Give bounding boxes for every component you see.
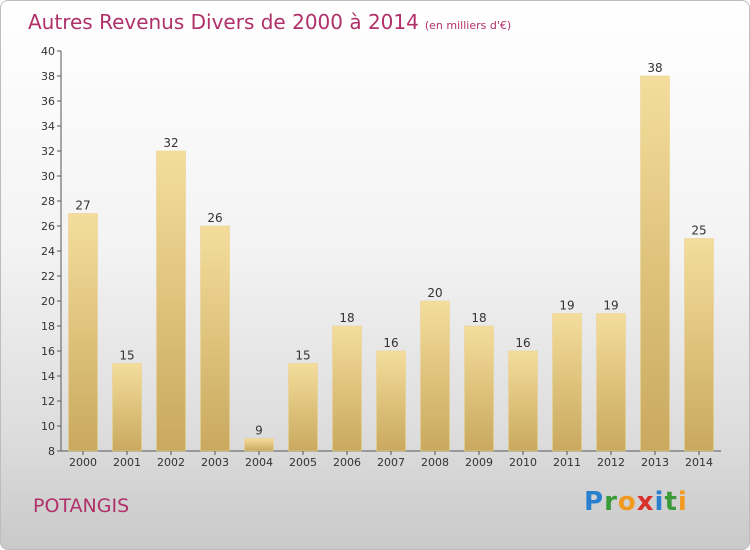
chart-unit: (en milliers d'€) [424, 19, 512, 32]
y-tick-label: 10 [41, 420, 55, 433]
logo-letter: o [617, 487, 637, 517]
x-tick-label: 2012 [597, 456, 625, 469]
commune-name: POTANGIS [33, 495, 130, 517]
y-tick-label: 14 [41, 370, 55, 383]
bar [464, 325, 494, 452]
bar-value-label: 19 [559, 299, 574, 313]
y-tick-label: 38 [41, 70, 55, 83]
bar [112, 363, 142, 452]
y-tick-label: 22 [41, 270, 55, 283]
bar [552, 313, 582, 452]
bar-value-label: 20 [427, 286, 442, 300]
y-tick-label: 8 [48, 445, 55, 458]
bar-value-label: 25 [691, 224, 706, 238]
bar [332, 325, 362, 452]
bar-value-label: 15 [295, 349, 310, 363]
logo-letter: t [664, 487, 678, 517]
bar-value-label: 27 [75, 199, 90, 213]
x-tick-label: 2002 [157, 456, 185, 469]
x-tick-label: 2014 [685, 456, 713, 469]
x-tick-label: 2006 [333, 456, 361, 469]
bar-value-label: 18 [471, 311, 486, 325]
x-tick-label: 2009 [465, 456, 493, 469]
logo-letter: i [654, 487, 665, 517]
x-tick-label: 2010 [509, 456, 537, 469]
bar [68, 213, 98, 452]
logo-letter: P [584, 487, 605, 517]
logo-letter: i [677, 487, 688, 517]
y-tick-label: 16 [41, 345, 55, 358]
bar-value-label: 15 [119, 349, 134, 363]
bar-value-label: 9 [255, 424, 263, 438]
y-tick-label: 12 [41, 395, 55, 408]
x-tick-label: 2013 [641, 456, 669, 469]
bar-value-label: 18 [339, 311, 354, 325]
y-tick-label: 24 [41, 245, 55, 258]
y-tick-label: 30 [41, 170, 55, 183]
x-tick-label: 2004 [245, 456, 273, 469]
x-tick-label: 2005 [289, 456, 317, 469]
x-tick-label: 2000 [69, 456, 97, 469]
bar [156, 150, 186, 452]
bar [288, 363, 318, 452]
bar-value-label: 16 [515, 336, 530, 350]
logo-letter: r [604, 487, 618, 517]
bar-value-label: 16 [383, 336, 398, 350]
y-tick-label: 20 [41, 295, 55, 308]
bar [420, 300, 450, 452]
bar [244, 438, 274, 452]
chart-title-text: Autres Revenus Divers de 2000 à 2014 [28, 10, 419, 34]
bar [640, 75, 670, 452]
proxiti-logo[interactable]: Proxiti [584, 487, 688, 517]
y-tick-label: 32 [41, 145, 55, 158]
logo-letter: x [636, 487, 655, 517]
bar-value-label: 19 [603, 299, 618, 313]
x-tick-label: 2003 [201, 456, 229, 469]
y-tick-label: 34 [41, 120, 55, 133]
y-tick-label: 28 [41, 195, 55, 208]
bar [376, 350, 406, 452]
y-tick-label: 36 [41, 95, 55, 108]
x-tick-label: 2001 [113, 456, 141, 469]
bar [508, 350, 538, 452]
x-tick-label: 2008 [421, 456, 449, 469]
bar-value-label: 38 [647, 61, 662, 75]
bar [596, 313, 626, 452]
bar-value-label: 26 [207, 211, 222, 225]
bar [684, 238, 714, 452]
bar [200, 225, 230, 452]
y-tick-label: 40 [41, 45, 55, 58]
y-tick-label: 26 [41, 220, 55, 233]
chart-title: Autres Revenus Divers de 2000 à 2014 (en … [28, 10, 511, 34]
bar-value-label: 32 [163, 136, 178, 150]
x-tick-label: 2007 [377, 456, 405, 469]
y-tick-label: 18 [41, 320, 55, 333]
x-tick-label: 2011 [553, 456, 581, 469]
